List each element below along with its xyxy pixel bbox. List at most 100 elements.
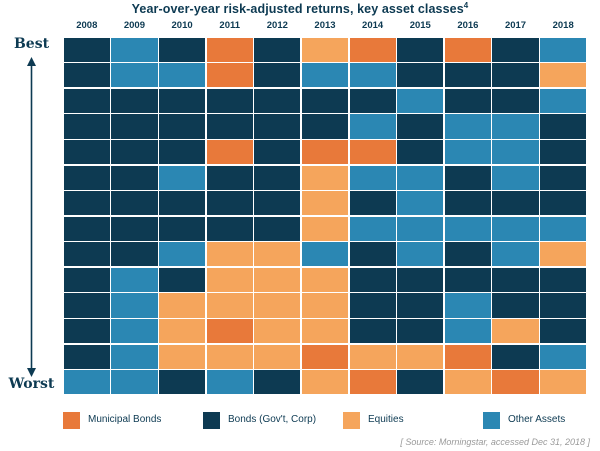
heatmap-cell [206,242,253,267]
year-label-2010: 2010 [171,20,193,31]
heatmap-cell [111,370,158,395]
heatmap-cell [492,63,539,88]
heatmap-cell [397,139,444,165]
heatmap-cell [63,242,110,267]
heatmap-cell [397,344,444,369]
heatmap-cell [444,344,492,369]
heatmap-cell [444,37,492,62]
year-label-2009: 2009 [123,20,145,31]
heatmap-cell [492,216,539,241]
heatmap-cell [397,114,444,139]
heatmap-cell [397,88,444,113]
heatmap-cell [444,267,492,292]
heatmap-cell [492,88,539,113]
heatmap-cell [111,318,158,344]
heatmap-cell [349,216,396,241]
legend-label: Other Assets [508,414,566,425]
heatmap-cell [397,293,444,318]
heatmap-cell [63,318,110,344]
year-label-2012: 2012 [266,20,288,31]
heatmap-cell [540,216,587,241]
heatmap-cell [444,88,492,113]
heatmap-cell [397,216,444,241]
legend-label: Equities [368,414,404,425]
heatmap-cell [158,344,206,369]
heatmap-cell [158,88,206,113]
year-label-2018: 2018 [552,20,574,31]
heatmap-cell [63,191,110,216]
heatmap-cell [349,88,396,113]
heatmap-cell [158,63,206,88]
heatmap-cell [444,165,492,190]
heatmap-cell [349,344,396,369]
heatmap-cell [111,165,158,190]
heatmap-cell [540,267,587,292]
heatmap-cell [444,114,492,139]
heatmap-cell [254,165,301,190]
heatmap-cell [206,318,253,344]
rank-arrow-icon [27,57,36,377]
heatmap-cell [301,267,349,292]
heatmap-cell [540,344,587,369]
heatmap-cell [63,293,110,318]
heatmap-cell [540,242,587,267]
heatmap-cell [397,267,444,292]
heatmap-cell [444,370,492,395]
heatmap-cell [397,191,444,216]
heatmap-cell [254,216,301,241]
heatmap-cell [540,37,587,62]
heatmap-cell [349,191,396,216]
heatmap-cell [397,165,444,190]
heatmap-cell [63,344,110,369]
year-label-2016: 2016 [457,20,479,31]
heatmap-cell [301,139,349,165]
rank-axis: Best Worst [0,36,63,398]
heatmap-cell [111,216,158,241]
heatmap-cell [540,88,587,113]
heatmap-cell [254,63,301,88]
heatmap-cell [63,114,110,139]
heatmap-cell [158,165,206,190]
heatmap-cell [397,37,444,62]
heatmap-cell [158,191,206,216]
heatmap-cell [254,88,301,113]
legend-label: Bonds (Gov't, Corp) [228,414,317,425]
legend: Municipal Bonds Bonds (Gov't, Corp) Equiti… [63,412,593,432]
heatmap-cell [63,267,110,292]
heatmap-cell [206,344,253,369]
heatmap-cell [492,318,539,344]
heatmap-cell [492,242,539,267]
heatmap-cell [111,63,158,88]
heatmap-cell [349,293,396,318]
heatmap-cell [206,267,253,292]
heatmap-cell [540,114,587,139]
heatmap-cell [254,318,301,344]
heatmap-cell [349,63,396,88]
heatmap-cell [349,242,396,267]
heatmap-cell [111,88,158,113]
heatmap-cell [349,370,396,395]
heatmap-cell [444,139,492,165]
heatmap-cell [492,165,539,190]
heatmap-cell [540,191,587,216]
heatmap-cell [397,318,444,344]
heatmap-cell [63,63,110,88]
heatmap-cell [540,139,587,165]
heatmap-cell [63,88,110,113]
heatmap-cell [301,165,349,190]
legend-swatch [203,412,220,429]
best-label: Best [13,36,50,52]
heatmap-cell [397,63,444,88]
heatmap-cell [206,165,253,190]
heatmap-cell [540,293,587,318]
heatmap-cell [254,37,301,62]
heatmap-cell [492,191,539,216]
title-footnote: 4 [463,1,469,10]
heatmap-cell [158,370,206,395]
heatmap-cell [301,114,349,139]
heatmap-cell [540,63,587,88]
heatmap-cell [158,242,206,267]
heatmap-cell [206,88,253,113]
year-label-2011: 2011 [219,20,241,31]
source-note: [ Source: Morningstar, accessed Dec 31, … [400,437,590,447]
